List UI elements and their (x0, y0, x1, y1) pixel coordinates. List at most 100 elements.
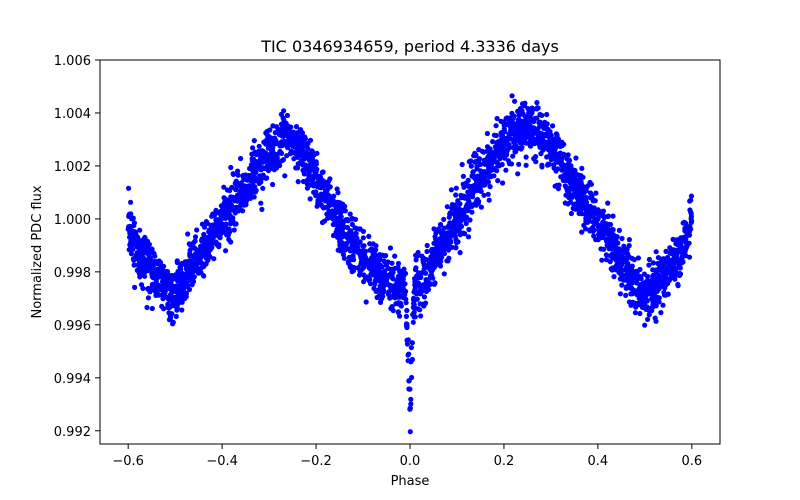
data-point (326, 208, 332, 214)
data-point (424, 279, 430, 285)
data-point (381, 258, 387, 264)
data-point (330, 221, 336, 228)
data-point (159, 303, 165, 309)
data-point (388, 283, 394, 289)
data-point (128, 199, 134, 205)
data-point (310, 176, 316, 182)
data-point (568, 210, 575, 217)
data-point (680, 259, 686, 265)
data-point (401, 281, 407, 287)
data-point (357, 226, 363, 232)
data-point (610, 213, 616, 219)
data-point (295, 179, 301, 185)
data-point (258, 179, 264, 185)
data-point (605, 200, 611, 206)
data-point (630, 288, 636, 294)
data-point (576, 185, 582, 191)
data-point (235, 172, 241, 178)
data-point (446, 243, 452, 249)
data-point (676, 249, 682, 255)
data-point (306, 173, 312, 179)
y-tick-label: 1.000 (54, 213, 91, 228)
data-point (609, 229, 615, 235)
data-point (617, 291, 624, 297)
data-point (398, 303, 404, 309)
data-point (452, 231, 458, 237)
data-point (427, 274, 433, 281)
data-point (409, 374, 415, 381)
data-point (385, 259, 391, 265)
data-point (363, 255, 369, 261)
data-point (321, 181, 327, 187)
data-point (230, 171, 236, 177)
data-point (209, 244, 215, 250)
data-point (144, 243, 150, 249)
data-point (465, 177, 471, 183)
data-point (511, 98, 518, 104)
data-point (309, 148, 315, 154)
data-point (671, 250, 677, 257)
data-point (624, 255, 630, 261)
data-point (629, 255, 635, 262)
data-point (421, 294, 427, 300)
data-point (379, 264, 385, 270)
x-tick-label: −0.6 (112, 454, 144, 469)
data-point (469, 209, 475, 215)
data-point (478, 168, 484, 174)
data-point (387, 245, 393, 251)
data-point (228, 164, 234, 171)
data-point (381, 253, 387, 259)
data-point (250, 145, 256, 151)
data-point (407, 406, 413, 412)
data-point (263, 130, 269, 136)
data-point (539, 162, 545, 168)
data-point (244, 191, 250, 197)
data-point (349, 242, 355, 249)
data-point (415, 275, 421, 281)
data-point (504, 148, 510, 154)
data-point (201, 231, 207, 238)
data-point (203, 219, 209, 225)
data-point (646, 256, 653, 263)
data-point (326, 203, 332, 209)
data-point (377, 256, 383, 262)
data-point (498, 150, 504, 156)
data-point (503, 167, 509, 173)
data-point (341, 255, 347, 261)
data-point (614, 257, 620, 263)
data-point (138, 282, 145, 288)
data-point (461, 193, 467, 199)
data-point (495, 139, 501, 145)
data-point (658, 310, 664, 316)
data-point (591, 206, 597, 212)
data-point (259, 175, 265, 181)
y-axis-ticks: 0.992 0.994 0.996 0.998 1.000 1.002 1.004 1.006 (54, 54, 100, 440)
data-point (572, 181, 578, 187)
data-point (545, 162, 551, 168)
data-point (200, 272, 206, 278)
data-point (316, 173, 322, 179)
data-point (616, 227, 623, 233)
data-point (573, 155, 579, 161)
data-point (228, 215, 234, 221)
data-point (616, 246, 622, 252)
data-point (525, 121, 531, 127)
data-point (363, 261, 369, 267)
data-point (637, 274, 644, 280)
data-point (361, 279, 367, 285)
data-point (660, 302, 666, 308)
chart-title: TIC 0346934659, period 4.3336 days (260, 37, 559, 56)
data-point (544, 111, 550, 118)
data-point (177, 290, 183, 296)
data-point (380, 293, 386, 299)
data-point (504, 135, 510, 141)
data-point (393, 287, 399, 294)
y-tick-label: 0.992 (54, 425, 91, 440)
data-point (534, 115, 540, 121)
data-point (688, 211, 694, 217)
data-point (171, 294, 177, 300)
data-point (352, 216, 359, 222)
data-point (499, 133, 505, 139)
data-point (237, 190, 243, 196)
data-point (337, 200, 343, 206)
